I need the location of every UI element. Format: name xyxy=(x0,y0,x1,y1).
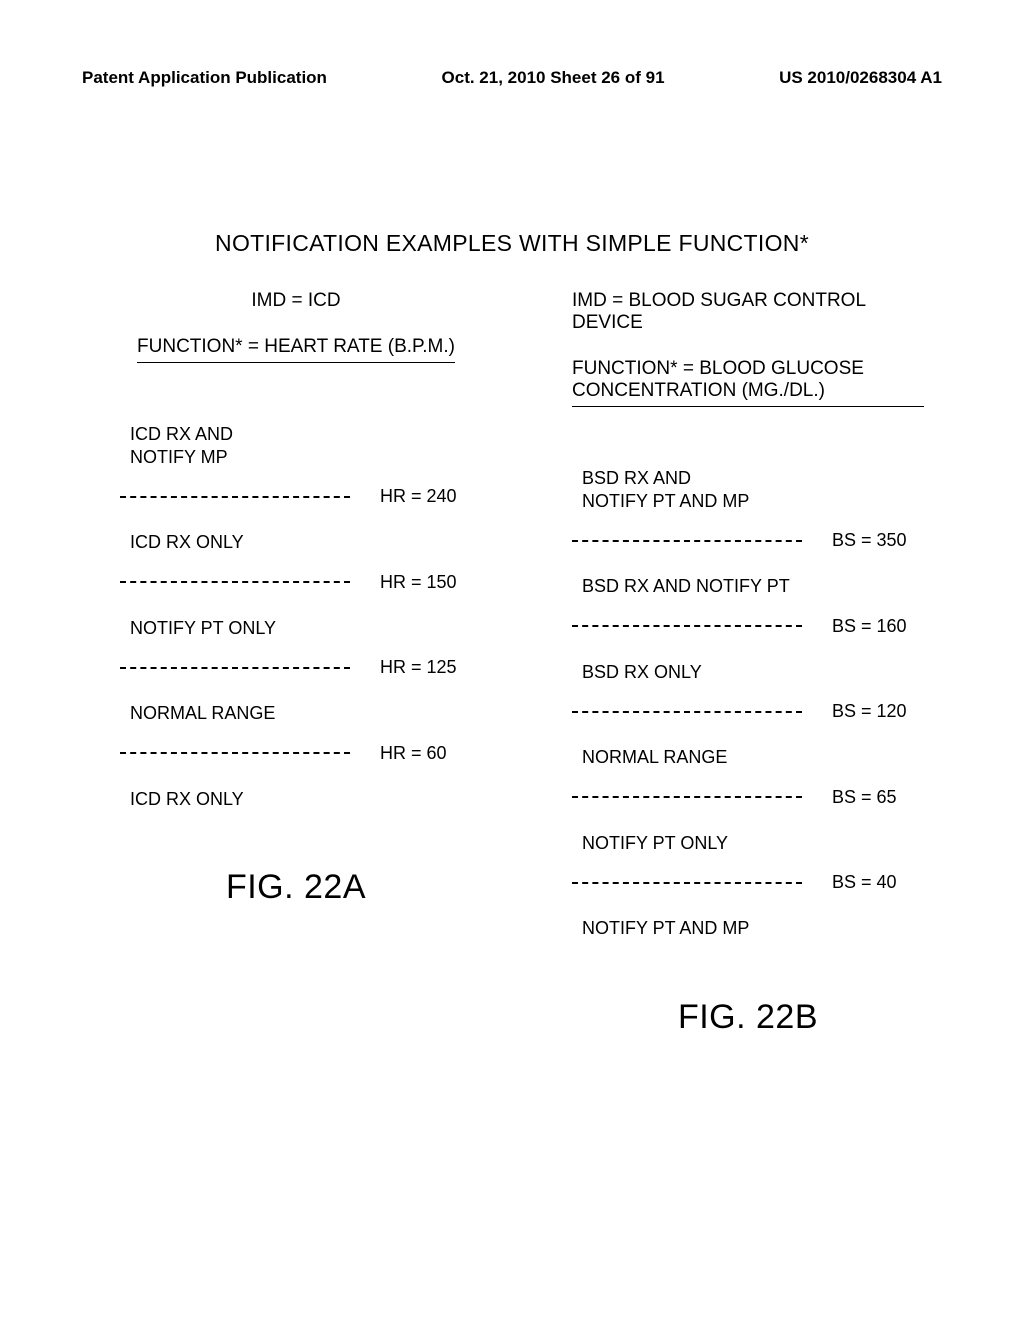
main-title: NOTIFICATION EXAMPLES WITH SIMPLE FUNCTI… xyxy=(0,230,1024,257)
threshold-dash-line xyxy=(120,496,350,498)
threshold-dash-line xyxy=(572,625,802,627)
threshold-row: BS = 40 xyxy=(572,872,924,893)
threshold-value: BS = 350 xyxy=(832,530,922,551)
header-center: Oct. 21, 2010 Sheet 26 of 91 xyxy=(442,68,665,88)
threshold-dash-line xyxy=(572,540,802,542)
threshold-value: BS = 120 xyxy=(832,701,922,722)
threshold-row: HR = 150 xyxy=(120,572,472,593)
right-column: IMD = BLOOD SUGAR CONTROL DEVICE FUNCTIO… xyxy=(522,290,1024,1037)
columns-container: IMD = ICD FUNCTION* = HEART RATE (B.P.M.… xyxy=(0,290,1024,1037)
threshold-value: HR = 150 xyxy=(380,572,470,593)
right-ranges: BSD RX AND NOTIFY PT AND MP BS = 350 BSD R… xyxy=(572,467,924,958)
range-label: BSD RX ONLY xyxy=(572,661,924,684)
left-column: IMD = ICD FUNCTION* = HEART RATE (B.P.M.… xyxy=(0,290,522,1037)
range-label: ICD RX ONLY xyxy=(120,788,472,811)
left-imd-line: IMD = ICD xyxy=(251,290,340,312)
threshold-row: BS = 160 xyxy=(572,616,924,637)
range-label: NORMAL RANGE xyxy=(120,702,472,725)
left-function-line: FUNCTION* = HEART RATE (B.P.M.) xyxy=(137,336,455,363)
threshold-row: BS = 350 xyxy=(572,530,924,551)
threshold-dash-line xyxy=(120,752,350,754)
threshold-value: BS = 40 xyxy=(832,872,922,893)
figure-label-right: FIG. 22B xyxy=(678,998,818,1037)
right-imd-line: IMD = BLOOD SUGAR CONTROL DEVICE xyxy=(572,290,924,334)
threshold-dash-line xyxy=(572,711,802,713)
range-label: NOTIFY PT ONLY xyxy=(120,617,472,640)
range-label: NORMAL RANGE xyxy=(572,746,924,769)
range-label: ICD RX ONLY xyxy=(120,531,472,554)
header-left: Patent Application Publication xyxy=(82,68,327,88)
threshold-value: HR = 240 xyxy=(380,486,470,507)
publication-header: Patent Application Publication Oct. 21, … xyxy=(82,68,942,88)
range-label: BSD RX AND NOTIFY PT AND MP xyxy=(572,467,924,512)
header-right: US 2010/0268304 A1 xyxy=(779,68,942,88)
range-label: ICD RX AND NOTIFY MP xyxy=(120,423,472,468)
threshold-dash-line xyxy=(572,796,802,798)
threshold-dash-line xyxy=(572,882,802,884)
threshold-value: BS = 65 xyxy=(832,787,922,808)
threshold-row: BS = 65 xyxy=(572,787,924,808)
threshold-dash-line xyxy=(120,667,350,669)
threshold-row: HR = 240 xyxy=(120,486,472,507)
range-label: NOTIFY PT AND MP xyxy=(572,917,924,940)
threshold-value: HR = 60 xyxy=(380,743,470,764)
threshold-row: BS = 120 xyxy=(572,701,924,722)
left-ranges: ICD RX AND NOTIFY MP HR = 240 ICD RX ONLY H… xyxy=(120,423,472,828)
threshold-row: HR = 125 xyxy=(120,657,472,678)
threshold-row: HR = 60 xyxy=(120,743,472,764)
range-label: BSD RX AND NOTIFY PT xyxy=(572,575,924,598)
right-function-line: FUNCTION* = BLOOD GLUCOSE CONCENTRATION … xyxy=(572,358,924,407)
threshold-value: BS = 160 xyxy=(832,616,922,637)
threshold-value: HR = 125 xyxy=(380,657,470,678)
threshold-dash-line xyxy=(120,581,350,583)
figure-label-left: FIG. 22A xyxy=(226,868,366,907)
range-label: NOTIFY PT ONLY xyxy=(572,832,924,855)
